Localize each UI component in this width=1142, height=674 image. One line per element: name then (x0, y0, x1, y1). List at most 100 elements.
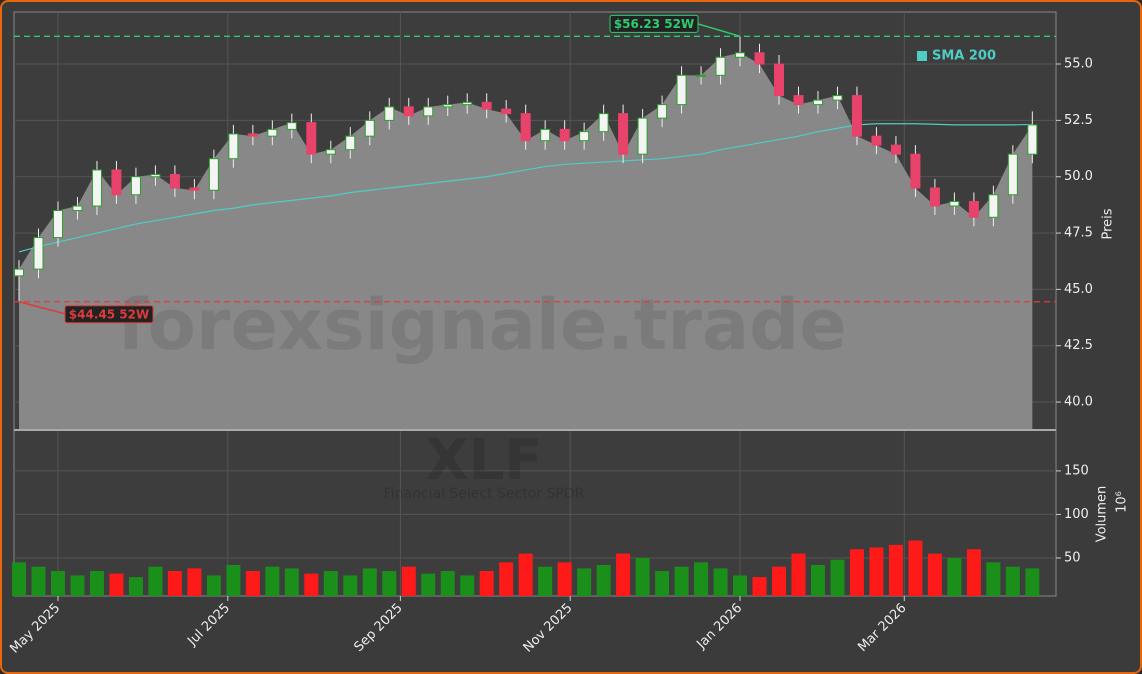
candle-body (579, 131, 590, 142)
x-tick-label: Jul 2025 (184, 601, 233, 650)
candle-body (988, 194, 999, 218)
volume-bar (440, 571, 455, 596)
y-axis-label: Preis (1101, 208, 1116, 239)
candle-body (949, 201, 960, 207)
candle-body (345, 135, 356, 151)
candle-body (851, 95, 862, 137)
y-tick-label: 45.0 (1064, 282, 1093, 297)
volume-bar (499, 562, 514, 596)
candle-body (598, 113, 609, 133)
candle-body (150, 173, 161, 178)
annotation-arrow (18, 301, 66, 315)
candle-body (325, 149, 336, 155)
volume-bar (538, 566, 553, 596)
candle-body (228, 133, 239, 160)
volume-bar (382, 571, 397, 596)
volume-bar (616, 553, 631, 596)
annotation-arrow (695, 22, 741, 38)
legend-label: SMA 200 (932, 49, 996, 64)
candle-body (540, 128, 551, 142)
candle-body (423, 106, 434, 117)
x-tick-label: Mar 2026 (855, 601, 909, 655)
candle-body (364, 119, 375, 137)
volume-bar (89, 571, 104, 596)
price-area (19, 52, 1033, 431)
y-tick-label: 50.0 (1064, 169, 1093, 184)
candle-body (91, 169, 102, 207)
volume-bar (596, 564, 611, 596)
annotation-label: $56.23 52W (614, 17, 694, 31)
volume-bar (401, 566, 416, 596)
volume-bar (557, 562, 572, 596)
candle-body (618, 113, 629, 155)
volume-bar (694, 562, 709, 596)
y-tick-label: 55.0 (1064, 57, 1093, 72)
x-tick-label: Nov 2025 (521, 601, 576, 656)
x-tick-label: Jan 2026 (694, 601, 746, 653)
candle-body (520, 113, 531, 142)
candle-body (267, 128, 278, 137)
x-tick-label: Sep 2025 (351, 601, 405, 655)
volume-bar (869, 547, 884, 596)
candle-body (715, 56, 726, 76)
annotation-label: $44.45 52W (69, 307, 149, 321)
volume-bar (1005, 566, 1020, 596)
candle-body (676, 74, 687, 106)
volume-bar (518, 553, 533, 596)
volume-tick-label: 150 (1064, 463, 1089, 478)
volume-bar (109, 573, 124, 596)
volume-tick-label: 50 (1064, 550, 1081, 565)
volume-bar (479, 571, 494, 596)
candle-body (306, 122, 317, 155)
volume-bar (284, 568, 299, 596)
candle-body (14, 268, 25, 277)
volume-bar (713, 568, 728, 596)
candle-body (130, 176, 141, 196)
candle-body (442, 104, 453, 108)
volume-bar (265, 566, 280, 596)
volume-bar (674, 566, 689, 596)
candle-body (793, 95, 804, 106)
volume-bar (772, 566, 787, 596)
volume-bar (31, 566, 46, 596)
volume-bar (362, 568, 377, 596)
candle-body (33, 237, 44, 270)
candle-body (247, 133, 258, 137)
y-tick-label: 40.0 (1064, 395, 1093, 410)
y-tick-label: 42.5 (1064, 338, 1093, 353)
volume-bar (635, 557, 650, 596)
legend-swatch (917, 51, 927, 61)
ticker-name-watermark: Financial Select Sector SPDR (384, 486, 585, 502)
volume-bar (70, 575, 85, 596)
volume-bar (12, 562, 27, 596)
candle-body (774, 63, 785, 97)
volume-bar (733, 575, 748, 596)
volume-bar (343, 575, 358, 596)
volume-bar (908, 540, 923, 596)
volume-bar (966, 549, 981, 596)
volume-bar (888, 544, 903, 596)
candle-body (111, 169, 122, 196)
candle-body (832, 95, 843, 101)
candle-body (735, 52, 746, 58)
volume-bar (849, 549, 864, 596)
volume-bar (986, 562, 1001, 596)
candle-body (462, 101, 473, 106)
volume-bar (947, 557, 962, 596)
volume-bar (460, 575, 475, 596)
candle-body (72, 205, 83, 212)
x-tick-label: May 2025 (7, 601, 63, 657)
volume-bar (167, 571, 182, 596)
candle-body (169, 173, 180, 189)
candle-body (189, 187, 200, 191)
volume-exponent: 10⁶ (1115, 491, 1130, 513)
candle-body (890, 144, 901, 155)
candle-body (208, 158, 219, 191)
candle-body (871, 135, 882, 146)
candle-body (1027, 124, 1038, 155)
sma-line (18, 123, 1033, 253)
volume-bar (50, 571, 65, 596)
volume-bar (830, 559, 845, 596)
volume-bar (323, 571, 338, 596)
